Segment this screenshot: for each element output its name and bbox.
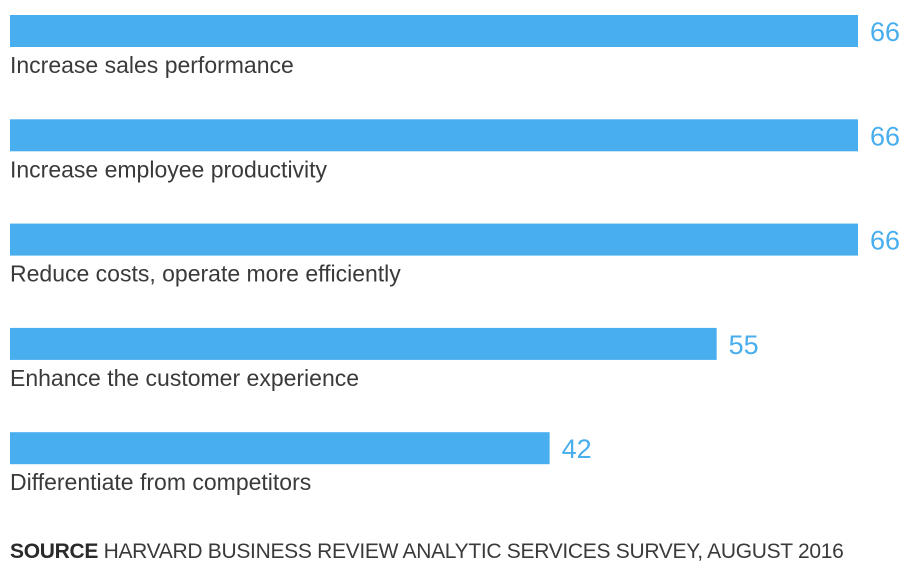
category-label: Reduce costs, operate more efficiently [10, 261, 401, 287]
value-label: 66 [870, 17, 900, 47]
value-label: 66 [870, 121, 900, 151]
value-label: 42 [562, 434, 592, 464]
source-note: SOURCE HARVARD BUSINESS REVIEW ANALYTIC … [10, 540, 844, 564]
category-label: Increase employee productivity [10, 156, 328, 182]
category-label: Differentiate from competitors [10, 469, 311, 495]
bar [10, 119, 858, 152]
bar [10, 223, 858, 256]
source-text: HARVARD BUSINESS REVIEW ANALYTIC SERVICE… [103, 540, 844, 563]
bar [10, 327, 717, 360]
value-label: 55 [729, 330, 759, 360]
bar [10, 15, 858, 47]
source-prefix: SOURCE [10, 540, 99, 563]
bar [10, 432, 550, 465]
category-label: Increase sales performance [10, 52, 294, 78]
value-label: 66 [870, 226, 900, 256]
category-label: Enhance the customer experience [10, 365, 359, 391]
